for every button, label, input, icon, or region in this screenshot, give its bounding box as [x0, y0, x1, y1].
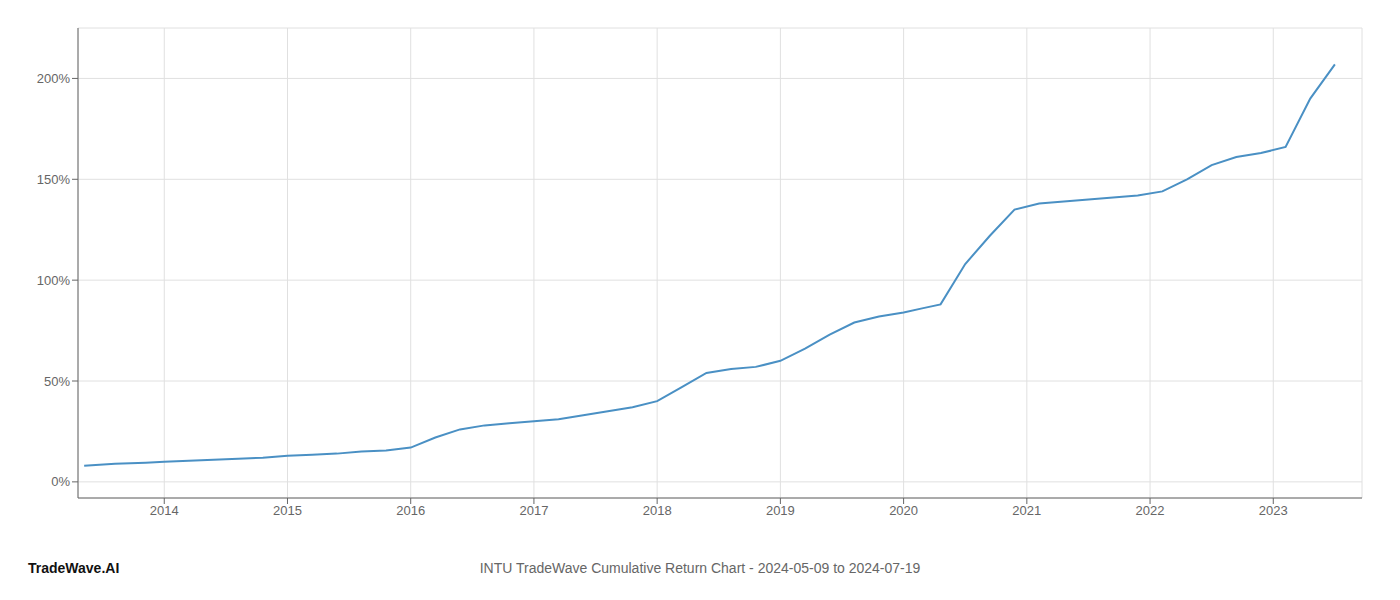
html-text:INTU TradeWave Cumulative Retu: INTU TradeWave Cumulative Return Chart -…	[479, 560, 921, 576]
svg-text:50%: 50%	[44, 374, 70, 389]
html-text:TradeWave.AI: TradeWave.AI	[28, 560, 120, 576]
svg-text:100%: 100%	[37, 273, 71, 288]
svg-text:2016: 2016	[396, 503, 425, 518]
svg-text:2018: 2018	[643, 503, 672, 518]
svg-text:200%: 200%	[37, 71, 71, 86]
svg-text:2021: 2021	[1012, 503, 1041, 518]
svg-text:150%: 150%	[37, 172, 71, 187]
svg-text:2020: 2020	[889, 503, 918, 518]
svg-text:2022: 2022	[1136, 503, 1165, 518]
svg-text:2023: 2023	[1259, 503, 1288, 518]
svg-text:0%: 0%	[51, 474, 70, 489]
svg-text:2014: 2014	[150, 503, 179, 518]
svg-text:2019: 2019	[766, 503, 795, 518]
svg-text:2015: 2015	[273, 503, 302, 518]
svg-text:2017: 2017	[519, 503, 548, 518]
